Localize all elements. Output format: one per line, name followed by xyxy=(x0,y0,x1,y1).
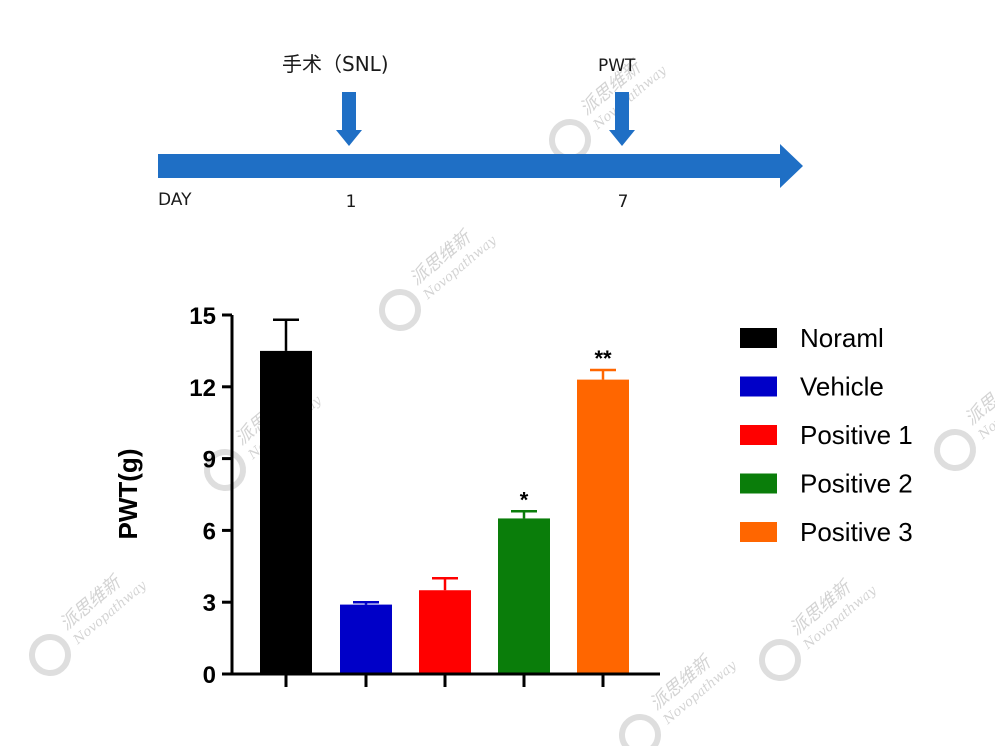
legend: Noraml Vehicle Positive 1 Positive 2 Positiv… xyxy=(740,323,913,547)
watermark-logo-icon xyxy=(204,449,246,491)
bar xyxy=(498,518,550,674)
significance-mark: * xyxy=(520,487,529,512)
timeline-start-label: DAY xyxy=(158,190,192,210)
watermark-logo-icon xyxy=(379,289,421,331)
watermark-logo-icon xyxy=(619,714,661,746)
legend-swatch xyxy=(740,522,777,542)
watermark-logo-icon xyxy=(29,634,71,676)
y-tick-label: 12 xyxy=(189,375,216,402)
timeline-diagram: 手术（SNL) PWT DAY 1 7 xyxy=(158,52,803,212)
legend-label: Noraml xyxy=(800,323,884,353)
y-tick-label: 9 xyxy=(203,447,216,474)
legend-label: Positive 1 xyxy=(800,420,913,450)
x-ticks xyxy=(284,674,605,687)
bar xyxy=(419,590,471,674)
timeline-arrow xyxy=(158,144,803,188)
legend-swatch xyxy=(740,473,777,494)
day-label-7: 7 xyxy=(618,192,629,212)
y-ticks: 0 3 6 9 12 15 xyxy=(189,303,232,689)
watermark-logo-icon xyxy=(934,429,976,471)
y-tick-label: 0 xyxy=(203,662,216,689)
y-tick-label: 6 xyxy=(203,518,216,545)
watermark-logo-icon xyxy=(759,639,801,681)
legend-swatch xyxy=(740,425,777,445)
significance-mark: ** xyxy=(594,346,612,371)
y-axis-label: PWT(g) xyxy=(113,449,143,540)
error-bars xyxy=(273,318,616,605)
event-label-surgery: 手术（SNL) xyxy=(282,52,389,76)
significance-marks: *** xyxy=(520,346,612,512)
event-arrow-pwt xyxy=(609,92,635,146)
legend-label: Vehicle xyxy=(800,372,884,402)
bars xyxy=(260,350,629,674)
bar xyxy=(260,350,312,674)
event-label-pwt: PWT xyxy=(598,56,636,76)
legend-swatch xyxy=(740,328,777,348)
bar xyxy=(577,379,629,674)
y-tick-label: 15 xyxy=(189,303,216,330)
legend-label: Positive 3 xyxy=(800,517,913,547)
bar xyxy=(340,604,392,674)
event-arrow-surgery xyxy=(336,92,362,146)
legend-label: Positive 2 xyxy=(800,469,913,499)
day-label-1: 1 xyxy=(346,192,357,212)
watermark-logo-icon xyxy=(549,119,591,161)
y-tick-label: 3 xyxy=(203,590,216,617)
legend-swatch xyxy=(740,376,777,397)
